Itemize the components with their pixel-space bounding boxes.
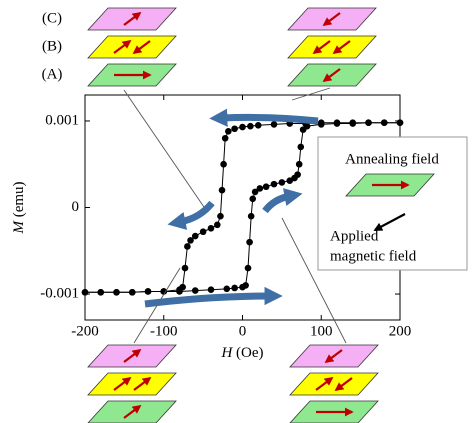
leader-line <box>124 90 206 210</box>
layer-label: (B) <box>42 38 62 54</box>
data-point <box>219 187 226 194</box>
y-tick-label: 0.001 <box>45 112 79 128</box>
data-point <box>397 119 404 126</box>
layer-label: (A) <box>42 66 63 82</box>
leader-line <box>292 88 330 100</box>
data-point <box>248 213 255 220</box>
x-tick-label: 200 <box>389 323 412 339</box>
data-point <box>257 185 264 192</box>
x-label-symbol: H <box>220 345 233 361</box>
x-label-unit: (Oe) <box>236 345 263 361</box>
data-point <box>192 287 199 294</box>
data-point <box>217 213 224 220</box>
data-point <box>129 289 136 296</box>
data-point <box>145 288 152 295</box>
data-point <box>271 121 278 128</box>
data-point <box>214 222 221 229</box>
data-point <box>245 265 252 272</box>
data-point <box>255 122 262 129</box>
figure: -200 -100 0 100 200 -0.001 0 0.001 H (Oe) M (emu)… <box>0 0 476 423</box>
x-tick-label: -100 <box>150 323 178 339</box>
data-point <box>225 128 232 135</box>
legend-applied: magnetic field <box>330 248 417 264</box>
data-point <box>334 120 341 127</box>
data-point <box>349 120 356 127</box>
data-point <box>247 123 254 130</box>
sweep-arrow <box>145 296 270 304</box>
data-point <box>208 286 215 293</box>
y-tick-label: -0.001 <box>40 285 79 301</box>
legend-annealing: Annealing field <box>345 151 439 167</box>
x-tick-label: -200 <box>71 323 99 339</box>
data-point <box>200 228 207 235</box>
data-point <box>113 289 120 296</box>
data-point <box>231 125 238 132</box>
data-point <box>279 179 286 186</box>
data-point <box>182 265 189 272</box>
y-label-unit: (emu) <box>11 181 27 217</box>
layer-tile <box>88 36 176 58</box>
x-axis-label: H (Oe) <box>220 345 263 361</box>
x-tick-label: 100 <box>310 323 333 339</box>
y-tick-label: 0 <box>72 199 80 215</box>
data-point <box>223 286 230 293</box>
data-point <box>231 285 238 292</box>
x-tick-label: 0 <box>239 323 247 339</box>
data-point <box>246 239 253 246</box>
data-point <box>249 196 256 203</box>
data-point <box>184 243 191 250</box>
data-point <box>296 161 303 168</box>
data-point <box>239 124 246 131</box>
data-point <box>222 135 229 142</box>
data-point <box>242 282 249 289</box>
layer-label: (C) <box>42 10 62 26</box>
data-point <box>97 289 104 296</box>
data-point <box>365 119 372 126</box>
sweep-arrow <box>222 117 318 121</box>
data-point <box>208 225 215 232</box>
data-point <box>82 289 89 296</box>
data-point <box>294 171 301 178</box>
data-point <box>187 237 194 244</box>
sweep-arrow <box>180 203 212 222</box>
data-point <box>304 123 311 130</box>
y-label-symbol: M <box>11 220 27 235</box>
sweep-arrow <box>265 196 290 211</box>
data-point <box>220 161 227 168</box>
data-point <box>176 288 183 295</box>
layer-tile <box>288 36 376 58</box>
data-point <box>263 183 270 190</box>
data-point <box>271 181 278 188</box>
data-point <box>297 144 304 151</box>
y-axis-label: M (emu) <box>11 181 27 234</box>
legend-applied: Applied <box>330 228 379 244</box>
layer-tile <box>290 373 378 395</box>
data-point <box>318 121 325 128</box>
layer-tile <box>88 373 176 395</box>
data-point <box>381 119 388 126</box>
